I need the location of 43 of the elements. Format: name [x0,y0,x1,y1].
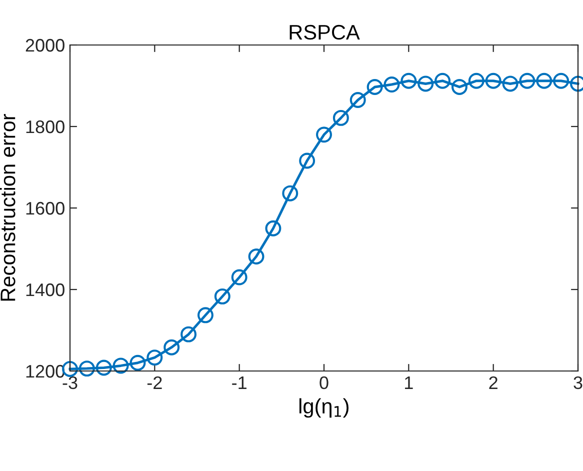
point [350,92,366,108]
chart-title: RSPCA [290,24,360,40]
point [282,185,298,202]
point [164,339,180,356]
x-tick-label: 1 [405,376,413,389]
x-tick-label: 0 [320,376,328,390]
point [231,269,248,286]
point [180,326,197,342]
point [468,72,484,89]
x-axis-title: lg(η$_{1}$) [299,398,348,418]
point [214,288,230,304]
point [553,72,570,89]
point [146,350,163,366]
point [418,76,434,92]
point [400,72,417,89]
point [485,72,502,89]
point [96,360,112,376]
y-tick-label: 2000 [26,38,64,52]
point [451,78,468,95]
point [332,110,349,126]
x-tick-label: 2 [489,376,498,389]
point [434,72,451,89]
y-tick-label: 1600 [26,202,64,215]
point [366,78,383,95]
point [78,360,95,377]
point [248,248,264,264]
point [316,126,332,143]
point [536,72,552,89]
y-tick-label: 1400 [26,283,64,296]
point [265,220,282,236]
point [197,307,214,324]
point [519,72,536,89]
point [130,354,146,371]
point [384,76,400,93]
x-tick-label: -3 [62,376,78,390]
x-tick-label: 3 [574,376,582,390]
x-tick-label: -1 [232,376,246,389]
point [299,152,316,169]
point [112,358,129,374]
y-axis-title: Reconstruction error [0,114,16,301]
y-tick-label: 1800 [26,120,64,134]
x-tick-label: -2 [147,376,162,389]
point [502,76,518,92]
